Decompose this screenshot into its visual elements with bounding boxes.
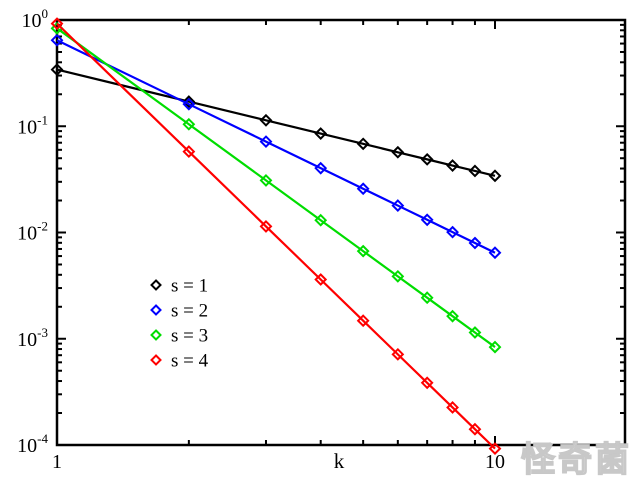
series-marker-3 [446, 309, 459, 323]
series-line-4 [56, 22, 496, 450]
legend-marker-2 [150, 304, 162, 316]
y-tick-label: 10-3 [17, 325, 48, 351]
series-marker-4 [182, 145, 196, 158]
x-tick-label: 1 [52, 451, 62, 473]
series-marker-3 [314, 213, 328, 227]
series-marker-2 [488, 246, 502, 260]
series-marker-4 [488, 442, 502, 456]
legend-marker-3 [150, 329, 162, 341]
series-marker-4 [391, 347, 405, 361]
series-marker-4 [50, 17, 64, 31]
series-marker-1 [446, 159, 459, 172]
series-marker-2 [50, 33, 64, 47]
series-marker-1 [50, 63, 64, 77]
series-marker-2 [446, 225, 459, 239]
series-marker-1 [314, 127, 328, 140]
x-tick-label: 10 [485, 451, 505, 473]
series-marker-2 [356, 182, 370, 196]
series-marker-1 [468, 164, 482, 178]
y-tick-label: 100 [22, 6, 49, 32]
series-marker-2 [182, 97, 196, 111]
series-marker-1 [420, 152, 434, 166]
y-tick-label: 10-2 [17, 219, 48, 245]
series-marker-4 [356, 314, 370, 328]
y-tick-label: 10-4 [17, 431, 48, 457]
watermark-text: 怪奇菌 [520, 441, 632, 479]
series-marker-3 [259, 173, 273, 187]
series-marker-3 [356, 244, 370, 258]
series-marker-2 [259, 135, 273, 149]
series-marker-1 [182, 95, 196, 108]
legend-label-2: s = 2 [171, 301, 208, 322]
plot-frame [55, 18, 627, 447]
legend-label-3: s = 3 [171, 326, 208, 347]
series-marker-3 [391, 269, 405, 283]
y-tick-label: 10-1 [17, 112, 48, 138]
legend-marker-4 [150, 354, 162, 366]
legend-label-4: s = 4 [171, 351, 209, 372]
series-marker-4 [314, 273, 328, 286]
series-marker-1 [391, 145, 405, 159]
series-marker-2 [314, 161, 328, 175]
series-marker-4 [446, 401, 459, 414]
series-line-3 [56, 27, 496, 348]
series-line-2 [56, 39, 496, 254]
series-marker-1 [259, 113, 273, 127]
series-marker-1 [488, 169, 502, 183]
series-marker-4 [468, 422, 482, 436]
legend-label-1: s = 1 [171, 276, 208, 297]
series-marker-3 [468, 326, 482, 339]
series-marker-2 [468, 236, 482, 250]
legend-marker-1 [150, 279, 162, 291]
series-marker-3 [488, 340, 502, 354]
series-marker-2 [391, 199, 405, 212]
x-axis-title: k [334, 449, 345, 473]
series-marker-3 [182, 117, 196, 131]
series-marker-3 [420, 291, 434, 305]
series-marker-4 [420, 376, 434, 390]
series-marker-2 [420, 213, 434, 227]
series-marker-4 [259, 219, 273, 233]
series-marker-1 [356, 137, 370, 151]
series-line-1 [56, 68, 496, 177]
